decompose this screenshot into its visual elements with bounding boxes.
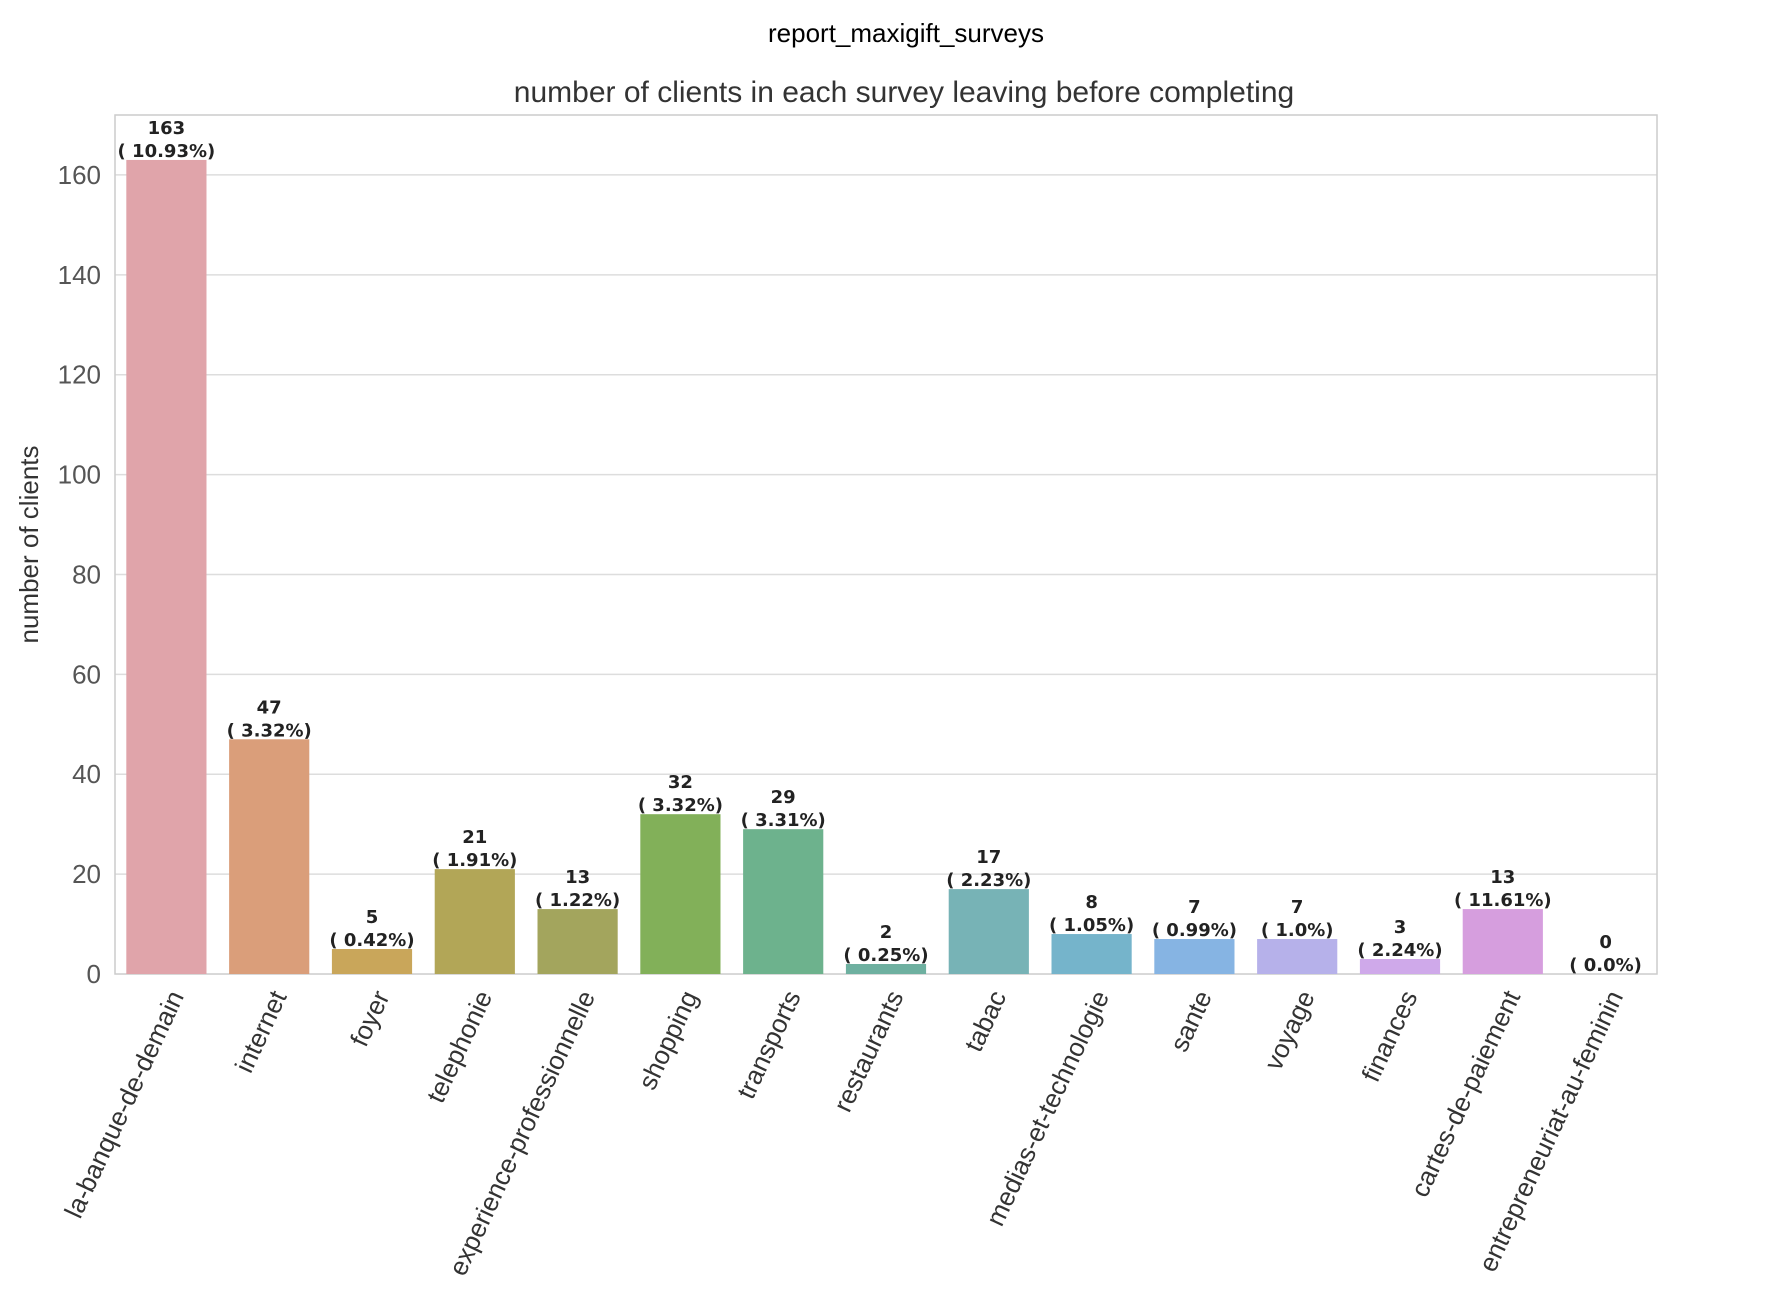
percent-label: ( 3.31%): [741, 810, 826, 831]
y-tick-label: 40: [72, 759, 101, 789]
y-tick-label: 0: [87, 959, 101, 989]
y-axis-label: number of clients: [14, 446, 44, 644]
y-tick-label: 120: [58, 360, 101, 390]
percent-label: ( 0.25%): [843, 945, 928, 966]
percent-label: ( 0.42%): [329, 930, 414, 951]
figure-title: report_maxigift_surveys: [768, 18, 1044, 48]
percent-label: ( 2.23%): [946, 870, 1031, 891]
value-label: 32: [668, 772, 693, 793]
plot-frame: [114, 114, 1658, 975]
x-tick-label: la-banque-de-demain: [58, 986, 190, 1223]
percent-label: ( 0.0%): [1569, 955, 1642, 976]
percent-label: ( 10.93%): [118, 141, 216, 162]
data-labels: 163( 10.93%)47( 3.32%)5( 0.42%)21( 1.91%…: [118, 118, 1642, 976]
y-axis-ticks: 0 20 40 60 80 100 120 140 160: [58, 160, 101, 989]
bar-foyer: [331, 949, 413, 974]
percent-label: ( 1.91%): [432, 850, 517, 871]
bar-voyage: [1257, 939, 1338, 974]
value-label: 29: [771, 787, 796, 808]
bar-transports: [743, 829, 824, 974]
gridlines: [115, 174, 1657, 875]
percent-label: ( 11.61%): [1454, 890, 1552, 911]
value-label: 17: [976, 847, 1001, 868]
value-label: 0: [1599, 932, 1612, 953]
y-tick-label: 20: [72, 859, 101, 889]
bar-sante: [1154, 939, 1235, 974]
value-label: 5: [366, 907, 379, 928]
bar-tabac: [948, 889, 1029, 974]
x-tick-label: foyer: [344, 986, 396, 1051]
percent-label: ( 3.32%): [227, 720, 312, 741]
value-label: 8: [1085, 892, 1098, 913]
y-tick-label: 140: [58, 260, 101, 290]
y-tick-label: 80: [72, 559, 101, 589]
bar-shopping: [640, 814, 721, 974]
percent-label: ( 1.0%): [1261, 920, 1334, 941]
x-tick-label: sante: [1164, 986, 1218, 1056]
x-tick-label: tabac: [958, 986, 1012, 1056]
value-label: 13: [1490, 867, 1515, 888]
y-tick-label: 60: [72, 659, 101, 689]
value-label: 21: [462, 827, 487, 848]
bar-telephonie: [434, 869, 515, 974]
x-tick-label: transports: [731, 986, 807, 1103]
x-tick-label: shopping: [632, 986, 704, 1094]
value-label: 7: [1188, 897, 1201, 918]
x-tick-label: telephonie: [420, 986, 498, 1107]
bar-experience-professionnelle: [537, 909, 618, 974]
bar-finances: [1359, 959, 1441, 974]
x-tick-label: restaurants: [827, 986, 909, 1117]
percent-label: ( 1.05%): [1049, 915, 1134, 936]
bar-internet: [229, 739, 310, 974]
percent-label: ( 0.99%): [1152, 920, 1237, 941]
value-label: 163: [148, 118, 186, 139]
chart-title: number of clients in each survey leaving…: [514, 76, 1294, 109]
percent-label: ( 1.22%): [535, 890, 620, 911]
x-tick-label: finances: [1355, 986, 1423, 1086]
percent-label: ( 2.24%): [1357, 940, 1442, 961]
bars: [126, 159, 1543, 974]
percent-label: ( 3.32%): [638, 795, 723, 816]
value-label: 3: [1394, 917, 1407, 938]
value-label: 47: [257, 697, 282, 718]
value-label: 2: [880, 922, 893, 943]
bar-cartes-de-paiement: [1462, 909, 1543, 974]
x-tick-label: voyage: [1258, 986, 1321, 1075]
value-label: 7: [1291, 897, 1304, 918]
x-tick-label: internet: [229, 985, 293, 1077]
bar-medias-et-technologie: [1051, 934, 1132, 974]
y-tick-label: 160: [58, 160, 101, 190]
value-label: 13: [565, 867, 590, 888]
x-tick-label: cartes-de-paiement: [1404, 985, 1526, 1201]
bar-restaurants: [845, 964, 927, 974]
x-axis-ticks: la-banque-de-demain internet foyer telephon…: [58, 985, 1629, 1280]
bar-la-banque-de-demain: [126, 159, 207, 974]
y-tick-label: 100: [58, 460, 101, 490]
